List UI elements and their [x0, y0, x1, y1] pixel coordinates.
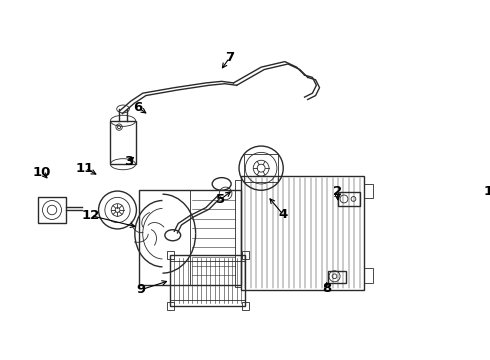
Text: 4: 4 [279, 208, 288, 221]
Text: 5: 5 [216, 193, 224, 206]
Text: 10: 10 [32, 166, 51, 179]
Bar [242, 302, 248, 310]
Bar [139, 190, 242, 285]
Text: 6: 6 [133, 101, 143, 114]
Bar [338, 192, 360, 206]
Text: 2: 2 [333, 185, 342, 198]
Text: 3: 3 [124, 156, 133, 168]
Bar [242, 176, 364, 291]
Bar [38, 197, 66, 222]
Bar [244, 154, 278, 183]
Bar [110, 121, 136, 164]
Bar [364, 184, 373, 198]
Text: 8: 8 [322, 282, 331, 296]
Text: 7: 7 [225, 51, 234, 64]
Text: 1: 1 [484, 185, 490, 198]
Bar [328, 271, 345, 283]
Text: 9: 9 [137, 283, 146, 296]
Bar [235, 180, 242, 287]
Text: 11: 11 [76, 162, 94, 175]
Bar [171, 255, 245, 306]
Text: 12: 12 [81, 209, 100, 222]
Bar [167, 302, 173, 310]
Bar [167, 251, 173, 259]
Bar [364, 269, 373, 283]
Bar [242, 251, 248, 259]
